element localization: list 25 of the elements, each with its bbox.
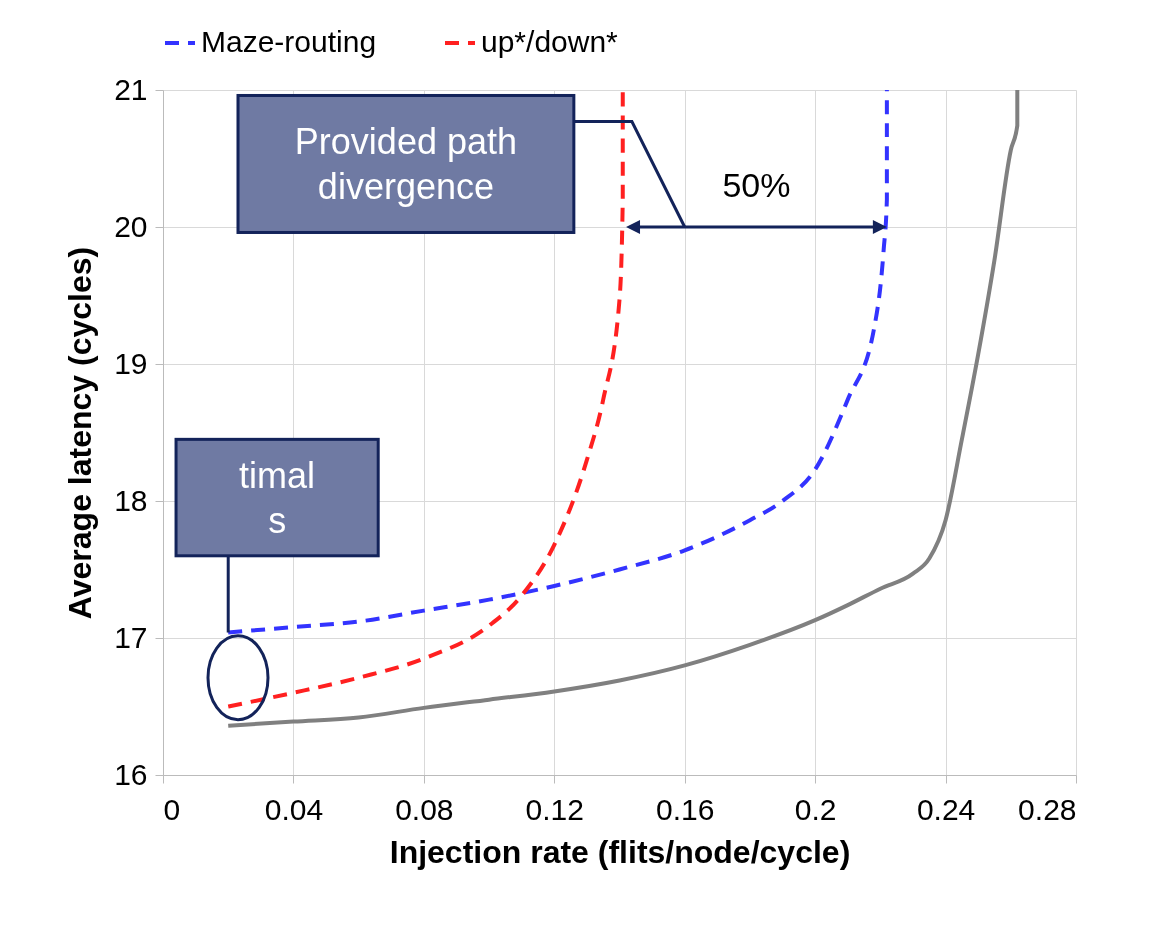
y-tick-label: 18 [114,483,148,517]
y-tick-label: 19 [114,346,148,380]
x-axis-title: Injection rate (flits/node/cycle) [389,833,851,870]
y-tick-label: 20 [114,209,148,243]
y-axis-title: Average latency (cycles) [62,246,99,620]
line-series [226,88,889,635]
x-tick-label: 0.12 [525,792,584,826]
callout-box: Provided path divergence [236,94,576,234]
legend-label: up*/down* [481,25,619,58]
legend-label: Maze-routing [201,25,377,58]
callout-box: timal s [174,437,380,558]
y-tick-label: 16 [114,757,148,791]
annotation: 50% [722,165,791,204]
y-tick-label: 21 [114,72,148,106]
line-series [226,88,1020,728]
annotation: Provided path divergence [294,121,517,208]
annotation: timal s [239,454,316,541]
x-tick-label: 0.28 [1018,792,1077,826]
x-tick-label: 0 [163,792,181,826]
x-tick-label: 0.08 [395,792,454,826]
x-tick-label: 0.16 [656,792,715,826]
x-tick-label: 0.04 [264,792,324,826]
x-tick-label: 0.24 [916,792,976,826]
y-tick-label: 17 [114,620,148,654]
x-tick-label: 0.2 [794,792,837,826]
